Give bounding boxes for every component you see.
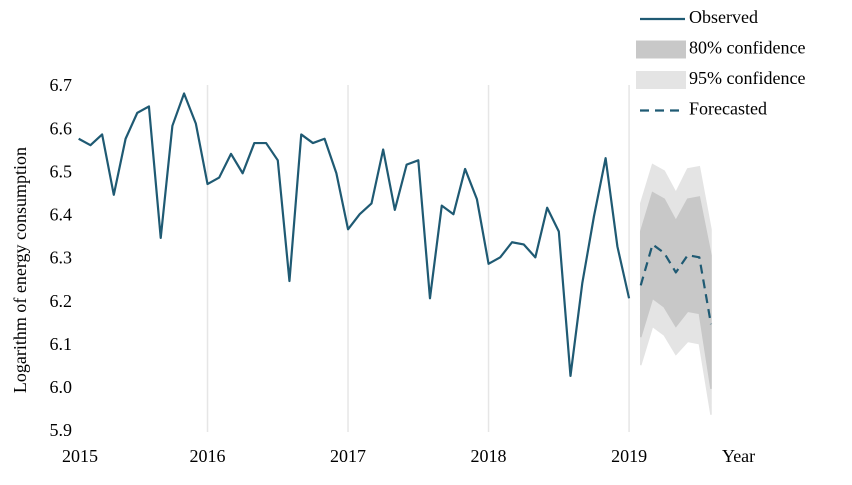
legend-swatch — [636, 40, 686, 59]
y-axis-label: Logarithm of energy consumption — [10, 147, 30, 393]
y-tick-label: 6.3 — [50, 248, 73, 268]
y-tick-label: 6.2 — [50, 291, 73, 311]
legend-label: 80% confidence — [689, 38, 805, 58]
x-tick-label: 2017 — [330, 446, 366, 466]
y-tick-label: 6.0 — [50, 377, 73, 397]
x-tick-label: 2015 — [62, 446, 98, 466]
y-tick-label: 6.1 — [50, 334, 73, 354]
x-tick-label: 2019 — [611, 446, 647, 466]
legend-label: Observed — [689, 7, 758, 27]
y-tick-label: 6.7 — [50, 75, 73, 95]
y-tick-label: 6.5 — [50, 161, 73, 181]
legend-swatch — [636, 71, 686, 89]
x-axis-label: Year — [722, 446, 755, 466]
legend-label: 95% confidence — [689, 68, 805, 88]
x-tick-label: 2018 — [471, 446, 507, 466]
y-tick-label: 5.9 — [50, 420, 73, 440]
legend-label: Forecasted — [689, 99, 767, 119]
forecast-line — [639, 243, 713, 325]
confidence-band — [639, 191, 712, 389]
y-tick-label: 6.4 — [50, 205, 73, 225]
legend: Observed 80% confidence 95% confidence Fore… — [636, 7, 805, 119]
x-tick-label: 2016 — [190, 446, 226, 466]
y-tick-label: 6.6 — [50, 118, 73, 138]
observed-line — [78, 92, 631, 378]
